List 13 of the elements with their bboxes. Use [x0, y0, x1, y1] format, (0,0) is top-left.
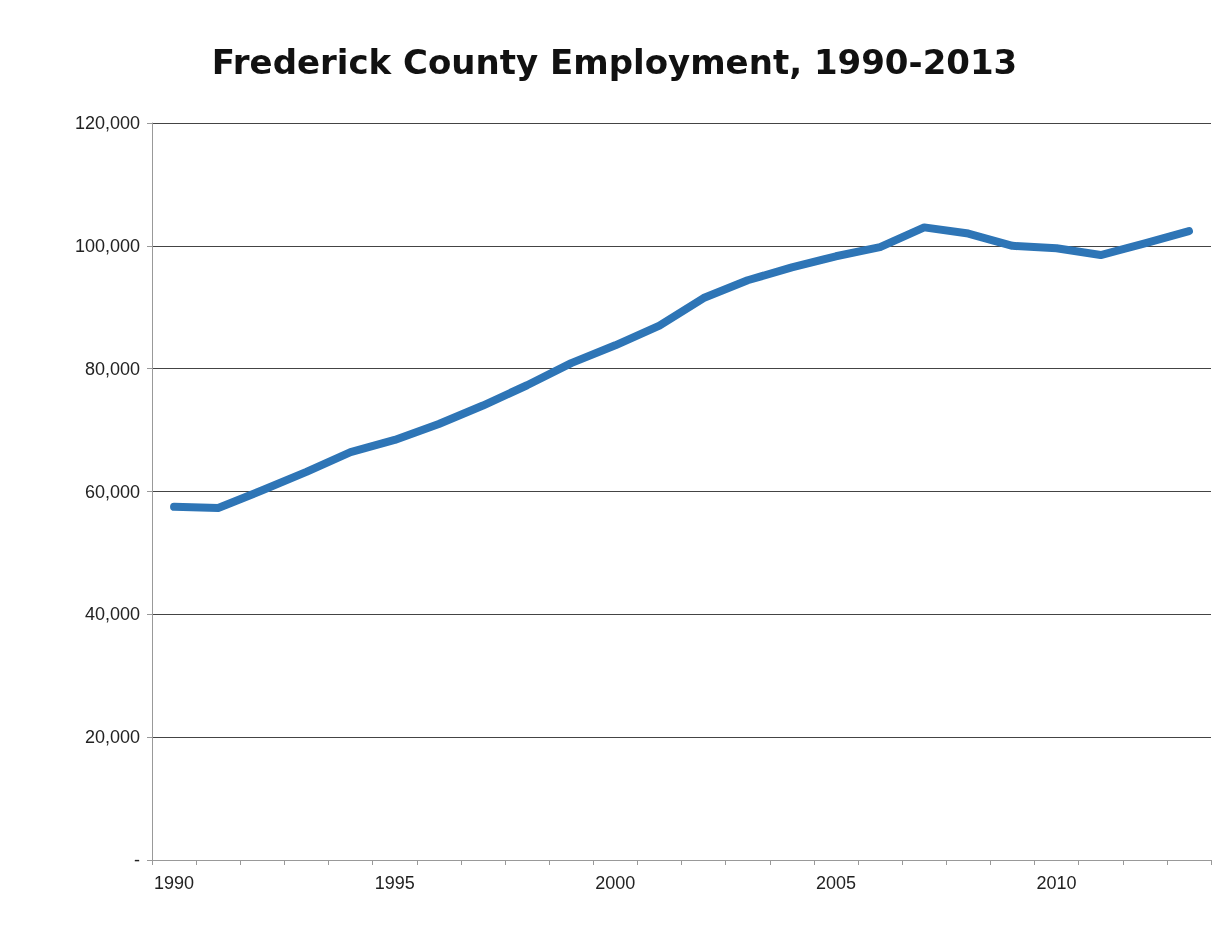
y-tick-label: 60,000 — [84, 481, 140, 502]
x-tick-label: 2000 — [595, 873, 636, 893]
y-tick-label: 40,000 — [84, 604, 140, 625]
x-tick-label: 2010 — [1036, 873, 1077, 893]
y-tick-label: - — [134, 850, 140, 870]
y-tick-label: 20,000 — [84, 727, 140, 748]
x-tick-label: 1995 — [374, 873, 415, 893]
y-tick-label: 120,000 — [74, 113, 140, 133]
x-tick-label: 1990 — [154, 873, 195, 893]
y-tick-label: 100,000 — [74, 235, 140, 256]
y-tick-label: 80,000 — [84, 358, 140, 379]
x-tick-label: 2005 — [815, 873, 856, 893]
chart-title: Frederick County Employment, 1990-2013 — [211, 42, 1018, 82]
